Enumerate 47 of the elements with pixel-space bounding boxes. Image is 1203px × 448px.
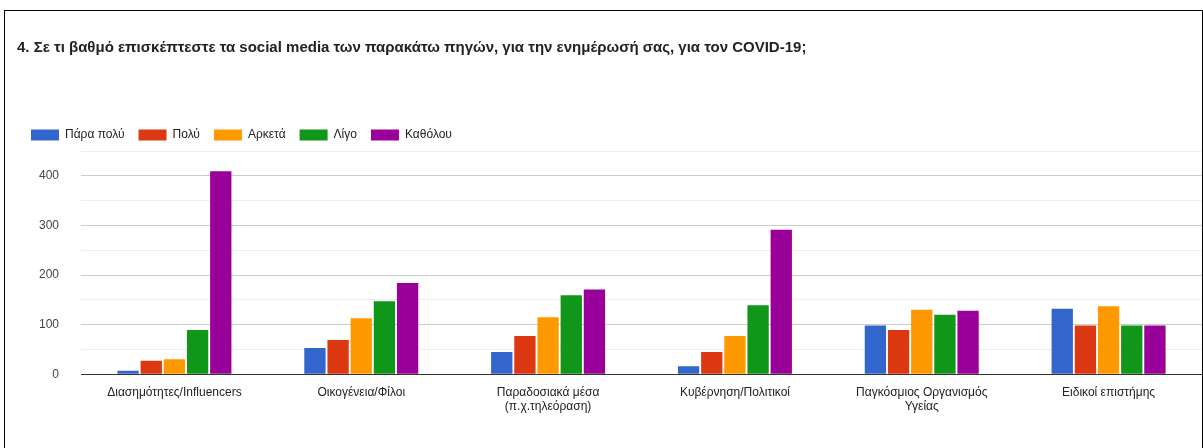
- bar: [514, 336, 536, 374]
- bar: [911, 309, 933, 374]
- bar: [1074, 325, 1097, 374]
- y-tick-label: 100: [38, 316, 60, 331]
- y-tick-label: 400: [38, 168, 60, 183]
- x-tick-label: Ειδικοί επιστήμης: [1062, 384, 1156, 399]
- legend-label: Λίγο: [333, 127, 358, 142]
- x-tick-label: Παραδοσιακά μέσα (π.χ.τηλεόραση): [496, 384, 600, 414]
- chart-title: 4. Σε τι βαθμό επισκέπτεστε τα social media των παρακάτω πηγών, για την ενημέρωσή σας, για τον COVID-19;: [17, 38, 807, 56]
- bar: [677, 366, 700, 374]
- legend-label: Πολύ: [172, 127, 200, 142]
- bar: [373, 301, 396, 374]
- bar: [560, 295, 582, 374]
- bar: [1121, 325, 1143, 374]
- bar: [537, 317, 559, 374]
- legend-label: Καθόλου: [404, 127, 452, 142]
- bar: [770, 229, 792, 374]
- bar: [1051, 308, 1073, 374]
- bar: [117, 370, 139, 374]
- bar: [327, 339, 349, 374]
- bar: [934, 314, 956, 374]
- bar: [491, 351, 513, 374]
- bar: [186, 330, 209, 374]
- y-tick-label: 300: [38, 217, 60, 232]
- x-tick-label: Κυβέρνηση/Πολιτικοί: [679, 384, 791, 399]
- y-tick-label: 200: [38, 267, 60, 282]
- y-tick-label: 0: [52, 366, 60, 381]
- x-tick-label: Διασημότητες/Influencers: [107, 384, 242, 399]
- legend-label: Πάρα πολύ: [65, 127, 125, 142]
- bar: [864, 325, 887, 374]
- bar: [887, 330, 910, 374]
- bar: [1097, 306, 1120, 374]
- bar: [163, 359, 186, 374]
- bar: [396, 282, 419, 374]
- bar: [957, 310, 979, 374]
- bar: [304, 347, 326, 374]
- x-tick-label: Παγκόσμιος Οργανισμός Υγείας: [856, 384, 988, 414]
- bar: [724, 336, 746, 374]
- bar: [140, 360, 162, 374]
- legend-label: Αρκετά: [247, 127, 286, 142]
- bar: [701, 351, 723, 374]
- bar: [583, 289, 606, 374]
- x-tick-label: Οικογένεια/Φίλοι: [317, 384, 406, 399]
- bar: [747, 305, 769, 374]
- bar: [350, 318, 372, 374]
- bar: [210, 171, 232, 374]
- bar: [1144, 325, 1166, 374]
